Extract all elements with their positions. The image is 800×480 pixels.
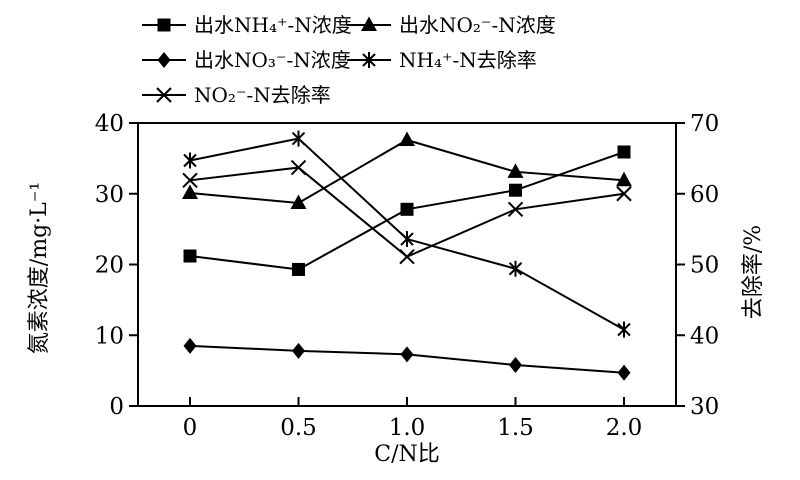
triangle-marker-icon: [507, 163, 524, 178]
right-tick-label: 40: [690, 323, 719, 349]
diamond-marker-icon: [157, 52, 171, 68]
x-marker-icon: [507, 201, 524, 218]
legend-item-label: 出水NO₃⁻-N浓度: [194, 48, 351, 72]
x-tick-label: 2.0: [606, 415, 643, 441]
square-marker-icon: [509, 183, 522, 197]
square-marker-icon: [183, 249, 197, 263]
square-marker-icon: [157, 18, 171, 32]
x-marker-icon: [156, 87, 172, 103]
diamond-marker-icon: [400, 346, 414, 363]
legend-marker-diamond-icon: [142, 52, 186, 68]
asterisk-marker-icon: [400, 231, 414, 248]
left-tick-label: 30: [95, 182, 124, 208]
diamond-marker-icon: [183, 337, 197, 354]
x-marker-icon: [616, 186, 632, 202]
left-axis-ticks: 0 10 20 30 40: [95, 111, 138, 420]
asterisk-marker-icon: [617, 321, 631, 338]
x-tick-label: 1.5: [497, 415, 534, 441]
legend-item: 出水NO₃⁻-N浓度: [141, 47, 351, 73]
series-square: [183, 145, 631, 276]
series-asterisk: [183, 130, 631, 338]
triangle-marker-icon: [182, 184, 198, 200]
diamond-marker-icon: [509, 356, 522, 373]
triangle-marker-icon: [399, 131, 415, 146]
x-marker-icon: [290, 159, 307, 176]
legend-item-label: NO₂⁻-N去除率: [194, 83, 331, 107]
right-axis-title: 去除率/%: [741, 224, 766, 320]
asterisk-marker-icon: [362, 52, 376, 68]
right-tick-label: 60: [690, 182, 719, 208]
legend-item-label: 出水NH₄⁺-N浓度: [194, 13, 352, 37]
asterisk-marker-icon: [183, 152, 197, 169]
legend: 出水NH₄⁺-N浓度 出水NO₂⁻-N浓度出水NO₃⁻-N浓度 NH₄⁺-N去除率 N…: [141, 12, 556, 117]
x-axis-ticks: 0 0.5 1.0 1.5 2.0: [183, 397, 643, 441]
triangle-marker-icon: [361, 16, 377, 31]
right-tick-label: 70: [690, 111, 719, 137]
square-marker-icon: [617, 145, 631, 159]
left-axis-title: 氮素浓度/mg·L⁻¹: [27, 181, 52, 355]
x-tick-label: 0.5: [280, 415, 317, 441]
left-tick-label: 10: [95, 323, 124, 349]
diamond-marker-icon: [617, 364, 631, 381]
legend-marker-square-icon: [142, 18, 186, 32]
triangle-marker-icon: [290, 194, 307, 209]
right-axis-ticks: 30 40 50 60 70: [676, 111, 719, 420]
series-triangle: [182, 131, 632, 209]
x-marker-icon: [182, 172, 198, 189]
x-axis-title: C/N比: [374, 442, 440, 467]
legend-marker-triangle-icon: [347, 16, 391, 31]
legend-marker-x-icon: [142, 87, 186, 103]
legend-row: 出水NO₃⁻-N浓度 NH₄⁺-N去除率: [141, 47, 556, 73]
right-tick-label: 50: [690, 253, 719, 279]
legend-row: 出水NH₄⁺-N浓度 出水NO₂⁻-N浓度: [141, 12, 556, 38]
right-tick-label: 30: [690, 394, 719, 420]
left-tick-label: 0: [109, 394, 124, 420]
legend-item-label: 出水NO₂⁻-N浓度: [399, 13, 556, 37]
x-tick-label: 0: [183, 415, 198, 441]
asterisk-marker-icon: [508, 260, 523, 277]
square-marker-icon: [400, 202, 414, 216]
legend-item: NO₂⁻-N去除率: [141, 82, 346, 108]
asterisk-marker-icon: [291, 130, 306, 147]
diamond-marker-icon: [292, 342, 305, 359]
series-diamond: [183, 337, 631, 381]
legend-row: NO₂⁻-N去除率: [141, 82, 556, 108]
legend-item-label: NH₄⁺-N去除率: [399, 48, 537, 72]
x-tick-label: 1.0: [389, 415, 426, 441]
legend-marker-asterisk-icon: [347, 52, 391, 68]
square-marker-icon: [292, 262, 305, 276]
triangle-marker-icon: [616, 171, 632, 187]
series-x: [182, 159, 632, 265]
legend-item: 出水NO₂⁻-N浓度: [346, 12, 556, 38]
x-marker-icon: [399, 249, 415, 265]
legend-item: NH₄⁺-N去除率: [346, 47, 537, 73]
plot-frame: [137, 122, 677, 407]
left-tick-label: 40: [95, 111, 124, 137]
legend-item: 出水NH₄⁺-N浓度: [141, 12, 352, 38]
left-tick-label: 20: [95, 253, 124, 279]
